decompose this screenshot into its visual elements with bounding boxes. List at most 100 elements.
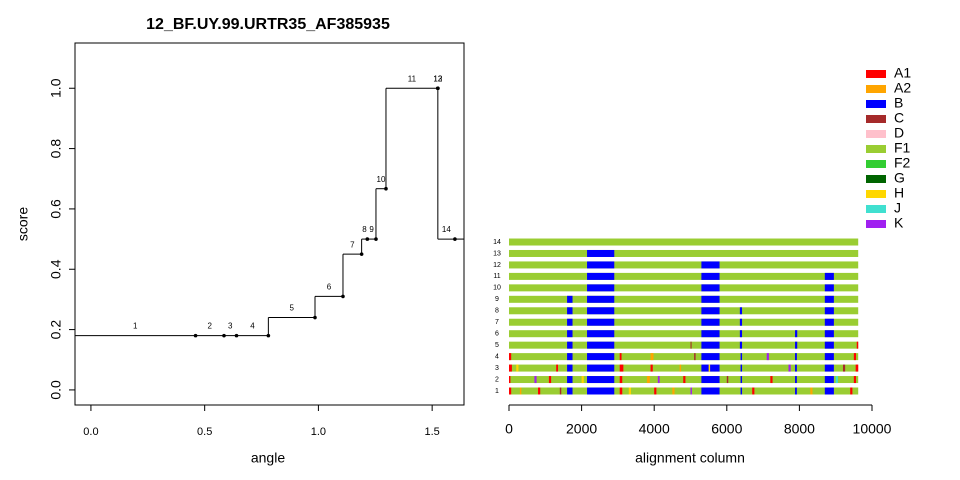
alignment-segment (694, 353, 696, 361)
legend-swatch (866, 130, 886, 138)
y-tick-label: 0.0 (48, 380, 64, 400)
step-label: 10 (377, 175, 386, 184)
alignment-segment (690, 387, 692, 395)
alignment-segment (739, 307, 743, 315)
legend-swatch (866, 100, 886, 108)
step-label: 3 (228, 322, 233, 331)
legend-swatch (866, 160, 886, 168)
legend-swatch (866, 145, 886, 153)
alignment-segment (824, 295, 834, 303)
alignment-segment (853, 376, 857, 384)
alignment-segment (534, 376, 537, 384)
alignment-segment (509, 387, 512, 395)
alignment-segment (587, 261, 615, 269)
alignment-segment (509, 387, 859, 395)
alignment-segment (701, 261, 720, 269)
alignment-segment (701, 307, 720, 315)
y-tick-label: 1.0 (48, 78, 64, 98)
alignment-segment (679, 364, 682, 372)
alignment-segment (795, 387, 797, 395)
step-label: 4 (250, 322, 255, 331)
legend-label: F2 (894, 155, 911, 171)
alignment-segment (567, 341, 573, 349)
alignment-segment (567, 295, 573, 303)
y-tick-label: 0.8 (48, 139, 64, 159)
alignment-segment (587, 307, 615, 315)
alignment-segment (567, 364, 573, 372)
alignment-segment (701, 272, 720, 280)
legend-label: D (894, 125, 904, 141)
y-tick-label: 0.4 (48, 259, 64, 279)
alignment-segment (850, 387, 853, 395)
row-label: 8 (495, 308, 499, 315)
alignment-segment (855, 364, 859, 372)
alignment-segment (740, 387, 743, 395)
alignment-segment (701, 318, 720, 326)
alignment-segment (770, 376, 773, 384)
alignment-segment (708, 364, 711, 372)
alignment-segment (559, 387, 562, 395)
alignment-segment (788, 364, 791, 372)
legend-swatch (866, 220, 886, 228)
row-label: 4 (495, 353, 499, 360)
row-label: 10 (493, 285, 501, 292)
alignment-segment (752, 387, 755, 395)
legend-swatch (866, 115, 886, 123)
step-label: 2 (208, 322, 213, 331)
x-tick-label: 6000 (711, 421, 742, 437)
row-label: 14 (493, 239, 501, 246)
alignment-segment (509, 341, 859, 349)
alignment-segment (701, 387, 720, 395)
alignment-segment (650, 353, 654, 361)
legend-label: A2 (894, 80, 911, 96)
x-tick-label: 0.5 (197, 426, 212, 438)
alignment-segment (795, 364, 797, 372)
alignment-segment (810, 387, 813, 395)
alignment-segment (701, 330, 720, 338)
x-axis-label: angle (251, 450, 285, 466)
alignment-segment (587, 284, 615, 292)
alignment-segment (657, 376, 660, 384)
alignment-segment (587, 330, 615, 338)
legend-swatch (866, 70, 886, 78)
x-tick-label: 0.0 (83, 426, 98, 438)
alignment-segment (766, 353, 769, 361)
alignment-segment (701, 284, 720, 292)
alignment-segment (509, 307, 859, 315)
alignment-segment (587, 295, 615, 303)
alignment-segment (567, 376, 573, 384)
alignment-segment (509, 364, 859, 372)
step-point (341, 294, 345, 299)
alignment-segment (556, 364, 559, 372)
alignment-segment (567, 330, 573, 338)
y-tick-label: 0.2 (48, 320, 64, 340)
alignment-segment (538, 387, 541, 395)
alignment-segment (519, 387, 522, 395)
alignment-segment (619, 376, 623, 384)
alignment-segment (619, 364, 624, 372)
alignment-segment (795, 353, 797, 361)
alignment-segment (701, 341, 720, 349)
row-label: 5 (495, 342, 499, 349)
alignment-segment (739, 341, 743, 349)
step-label: 9 (369, 225, 374, 234)
alignment-segment (824, 364, 834, 372)
alignment-segment (824, 272, 834, 280)
legend-swatch (866, 205, 886, 213)
x-tick-label: 0 (505, 421, 513, 437)
alignment-segment (795, 376, 797, 384)
alignment-segment (619, 387, 623, 395)
row-label: 7 (495, 319, 499, 326)
row-label: 11 (493, 273, 500, 280)
alignment-segment (509, 318, 859, 326)
alignment-segment (701, 364, 720, 372)
step-label: 1 (133, 322, 138, 331)
alignment-segment (856, 341, 859, 349)
alignment-segment (509, 272, 859, 280)
alignment-segment (509, 238, 859, 246)
alignment-segment (509, 353, 512, 361)
alignment-segment (795, 330, 798, 338)
alignment-segment (824, 307, 834, 315)
